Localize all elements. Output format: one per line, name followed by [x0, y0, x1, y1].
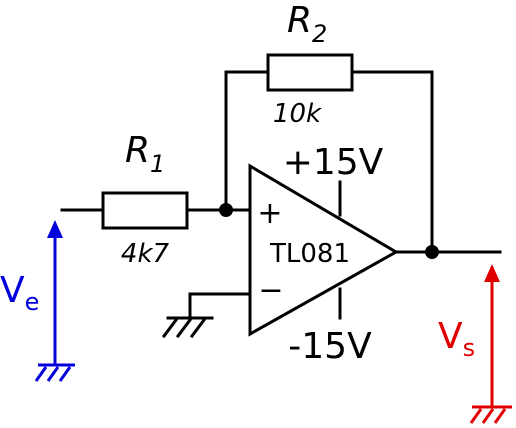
output-ground — [469, 282, 512, 424]
label: V — [0, 270, 25, 311]
supply-positive: +15V — [283, 142, 384, 183]
junction — [219, 203, 233, 217]
r1-value: 4k7 — [121, 239, 170, 269]
output-arrowhead — [484, 264, 500, 282]
r2-label: R2 — [287, 0, 327, 48]
plus-input: + — [257, 196, 282, 231]
label: R — [125, 130, 150, 171]
input-label: Ve — [0, 270, 39, 316]
resistor-r1 — [101, 191, 189, 230]
resistor-r2 — [266, 53, 354, 92]
ground — [161, 316, 214, 339]
subscript: 1 — [150, 150, 165, 178]
subscript: e — [25, 288, 40, 316]
r1-label: R1 — [125, 130, 165, 178]
minus-input: − — [258, 273, 283, 308]
wires — [60, 70, 502, 320]
label: R — [287, 0, 312, 41]
subscript: s — [463, 334, 476, 362]
opamp — [248, 163, 400, 337]
output-label: Vs — [438, 316, 475, 362]
junction — [425, 245, 439, 259]
subscript: 2 — [312, 20, 327, 48]
r2-value: 10k — [273, 99, 322, 129]
input-ground — [34, 238, 75, 382]
input-arrowhead — [47, 220, 63, 238]
supply-negative: -15V — [288, 326, 372, 367]
opamp-name: TL081 — [269, 239, 350, 269]
label: V — [438, 316, 463, 357]
